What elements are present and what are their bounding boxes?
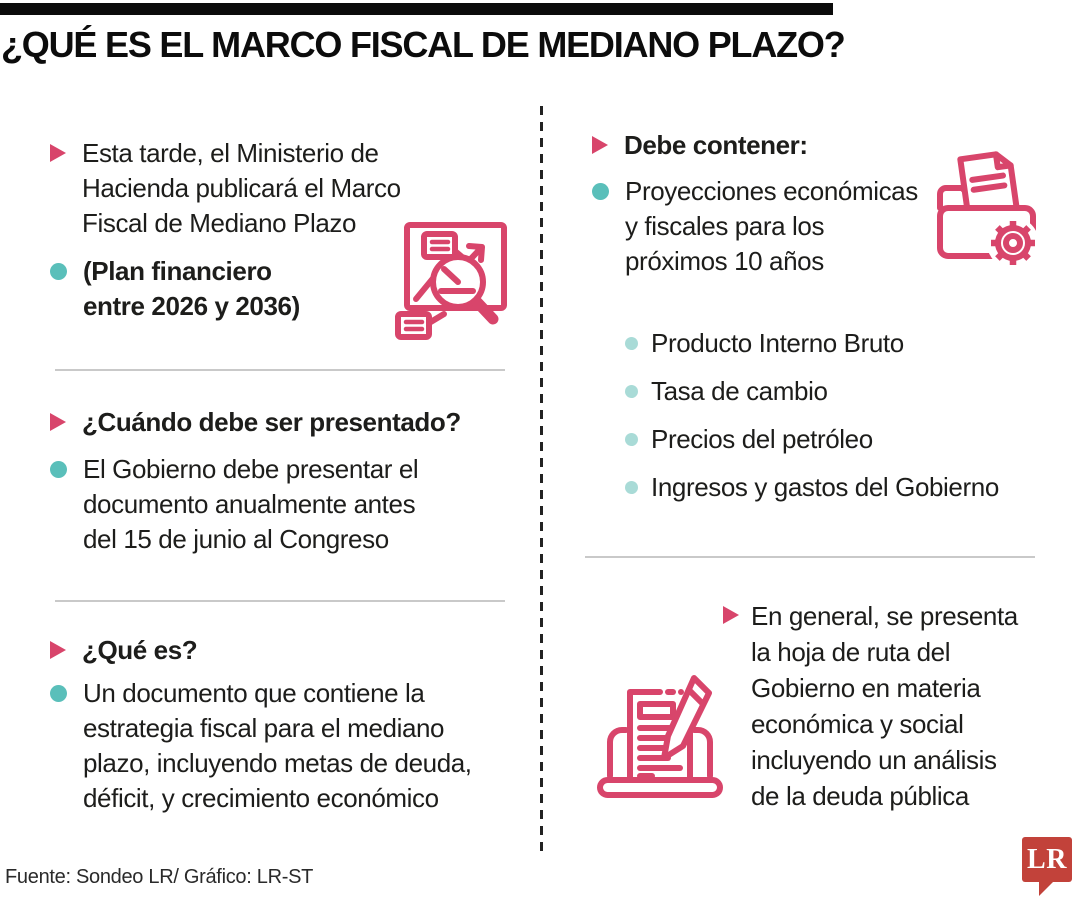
what-body-row: Un documento que contiene la estrategia … (50, 676, 510, 816)
contains-item: Producto Interno Bruto (651, 328, 904, 358)
contains-item: Tasa de cambio (651, 376, 828, 406)
divider-right-1 (585, 556, 1035, 558)
when-body-row: El Gobierno debe presentar el documento … (50, 452, 480, 557)
general-text: En general, se presenta la hoja de ruta … (751, 601, 1018, 811)
contains-text: Proyecciones económicas y fiscales para … (625, 176, 918, 276)
contains-body-row: Proyecciones económicas y fiscales para … (592, 174, 922, 279)
intro-text: Esta tarde, el Ministerio de Hacienda pu… (82, 138, 401, 238)
column-divider-dashed (540, 106, 543, 856)
laptop-pencil-icon (586, 668, 734, 819)
contains-heading-row: Debe contener: (592, 128, 922, 163)
contains-item-row: Producto Interno Bruto (625, 326, 1045, 361)
contains-heading: Debe contener: (624, 130, 808, 160)
triangle-bullet-icon (50, 413, 66, 431)
contains-item: Ingresos y gastos del Gobierno (651, 472, 999, 502)
triangle-bullet-icon (50, 641, 66, 659)
divider-left-2 (55, 600, 505, 602)
circle-bullet-icon (50, 685, 67, 702)
what-heading-row: ¿Qué es? (50, 633, 480, 668)
what-text: Un documento que contiene la estrategia … (83, 678, 472, 813)
top-bar (0, 3, 833, 15)
when-heading-row: ¿Cuándo debe ser presentado? (50, 405, 480, 440)
plan-row: (Plan financiero entre 2026 y 2036) (50, 254, 390, 324)
page-title: ¿QUÉ ES EL MARCO FISCAL DE MEDIANO PLAZO… (1, 24, 846, 65)
contains-item-row: Tasa de cambio (625, 374, 1045, 409)
lr-logo: LR (1022, 837, 1072, 896)
contains-item-row: Precios del petróleo (625, 422, 1045, 457)
subitem-bullet-icon (625, 433, 638, 446)
circle-bullet-icon (50, 263, 67, 280)
divider-left-1 (55, 369, 505, 371)
subitem-bullet-icon (625, 337, 638, 350)
plan-text: (Plan financiero entre 2026 y 2036) (83, 256, 300, 321)
subitem-bullet-icon (625, 385, 638, 398)
lr-logo-text: LR (1027, 843, 1067, 875)
circle-bullet-icon (592, 183, 609, 200)
general-row: En general, se presenta la hoja de ruta … (723, 598, 1023, 814)
circle-bullet-icon (50, 461, 67, 478)
folder-document-gear-icon (924, 144, 1044, 281)
triangle-bullet-icon (723, 606, 739, 624)
when-text: El Gobierno debe presentar el documento … (83, 454, 419, 554)
contains-item: Precios del petróleo (651, 424, 873, 454)
contains-item-row: Ingresos y gastos del Gobierno (625, 470, 1045, 505)
subitem-bullet-icon (625, 481, 638, 494)
triangle-bullet-icon (592, 136, 608, 154)
source-credit: Fuente: Sondeo LR/ Gráfico: LR-ST (5, 866, 314, 888)
when-heading: ¿Cuándo debe ser presentado? (82, 407, 461, 437)
triangle-bullet-icon (50, 144, 66, 162)
intro-row: Esta tarde, el Ministerio de Hacienda pu… (50, 136, 470, 241)
chart-magnifier-icon (392, 218, 510, 350)
what-heading: ¿Qué es? (82, 635, 198, 665)
